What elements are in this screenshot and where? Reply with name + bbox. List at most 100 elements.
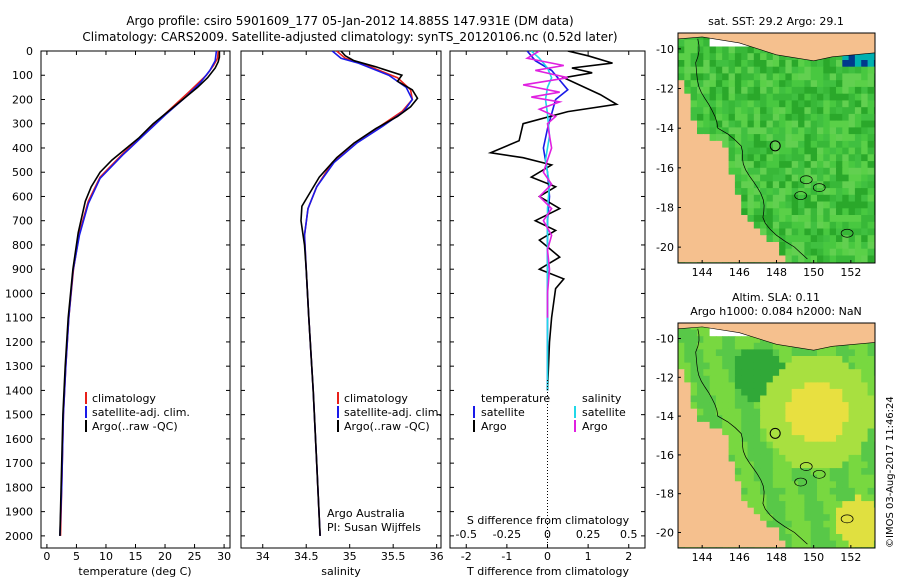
map-cell [722, 421, 730, 430]
map-cell [741, 221, 749, 230]
map-cell [697, 342, 704, 350]
map-cell [690, 86, 698, 95]
map-cell [810, 415, 818, 423]
map-cell [715, 120, 723, 128]
map-cell [684, 388, 692, 397]
map-cell [829, 454, 837, 463]
map-cell [709, 375, 717, 383]
map-cell [804, 255, 812, 263]
map-cell [709, 235, 717, 243]
map-cell [861, 448, 869, 456]
map-cell [678, 181, 685, 189]
legend-label-t-satellite: satellite [481, 406, 525, 419]
map-cell [854, 208, 862, 216]
map-cell [842, 53, 850, 61]
sst-map-ticks: 144 146 148 150 152-10-12-14-16-18-20 [656, 43, 861, 279]
map-cell [791, 369, 799, 377]
map-cell [760, 382, 767, 390]
map-cell [823, 154, 831, 162]
map-cell [760, 435, 767, 443]
map-cell [798, 461, 805, 469]
map-cell [785, 201, 793, 209]
map-cell [734, 140, 742, 149]
map-cell [760, 66, 767, 74]
map-cell [722, 161, 730, 169]
map-cell [785, 487, 793, 496]
map-cell [804, 468, 812, 476]
map-cell [861, 514, 869, 522]
map-cell [753, 395, 761, 403]
map-cell [697, 481, 704, 489]
map-cell [836, 507, 843, 515]
map-cell [715, 356, 723, 364]
map-cell [854, 120, 862, 128]
map-cell [703, 329, 711, 337]
map-cell [734, 208, 742, 216]
map-cell [817, 349, 824, 357]
map-cell [728, 208, 736, 216]
map-cell [836, 107, 843, 115]
map-cell [741, 520, 749, 528]
s-tick-label: -0.5 [456, 528, 477, 541]
map-cell [854, 73, 862, 81]
map-cell [697, 120, 704, 128]
map-cell [791, 242, 799, 250]
map-cell [690, 369, 698, 377]
map-cell [779, 113, 786, 122]
map-cell [684, 255, 692, 263]
map-cell [842, 194, 850, 203]
map-cell [772, 147, 780, 155]
map-cell [779, 415, 786, 423]
map-cell [772, 107, 780, 115]
reef-outline [794, 191, 808, 200]
map-cell [697, 113, 704, 122]
map-cell [798, 375, 805, 383]
s-tick-label: 0.5 [620, 528, 638, 541]
map-cell [690, 415, 698, 423]
map-cell [722, 167, 730, 176]
map-cell [734, 362, 742, 370]
map-cell [766, 362, 774, 370]
map-cell [823, 441, 831, 449]
map-cell [684, 527, 692, 535]
map-cell [741, 235, 749, 243]
map-cell [728, 435, 736, 443]
map-cell [715, 507, 723, 515]
map-cell [709, 127, 717, 135]
map-cell [842, 201, 850, 209]
map-cell [810, 494, 818, 502]
map-cell [741, 201, 749, 209]
map-cell [760, 408, 767, 416]
map-cell [791, 356, 799, 364]
map-cell [697, 421, 704, 430]
map-cell [678, 402, 685, 410]
map-cell [722, 507, 730, 515]
map-cell [810, 140, 818, 149]
map-cell [715, 140, 723, 149]
map-cell [804, 194, 812, 203]
map-cell [785, 107, 793, 115]
map-cell [715, 534, 723, 542]
map-cell [836, 127, 843, 135]
map-cell [854, 107, 862, 115]
map-cell [804, 481, 812, 489]
map-cell [810, 362, 818, 370]
map-cell [785, 147, 793, 155]
map-cell [810, 501, 818, 509]
map-cell [867, 342, 875, 350]
map-lon-label: 152 [840, 551, 861, 564]
map-cell [804, 86, 812, 95]
map-cell [722, 235, 730, 243]
map-cell [791, 375, 799, 383]
map-cell [684, 194, 692, 203]
map-cell [798, 435, 805, 443]
depth-tick-label: 800 [12, 239, 33, 252]
map-cell [817, 194, 824, 203]
map-cell [785, 527, 793, 535]
map-cell [703, 100, 711, 108]
map-cell [817, 448, 824, 456]
map-cell [779, 507, 786, 515]
map-cell [709, 435, 717, 443]
map-cell [766, 435, 774, 443]
